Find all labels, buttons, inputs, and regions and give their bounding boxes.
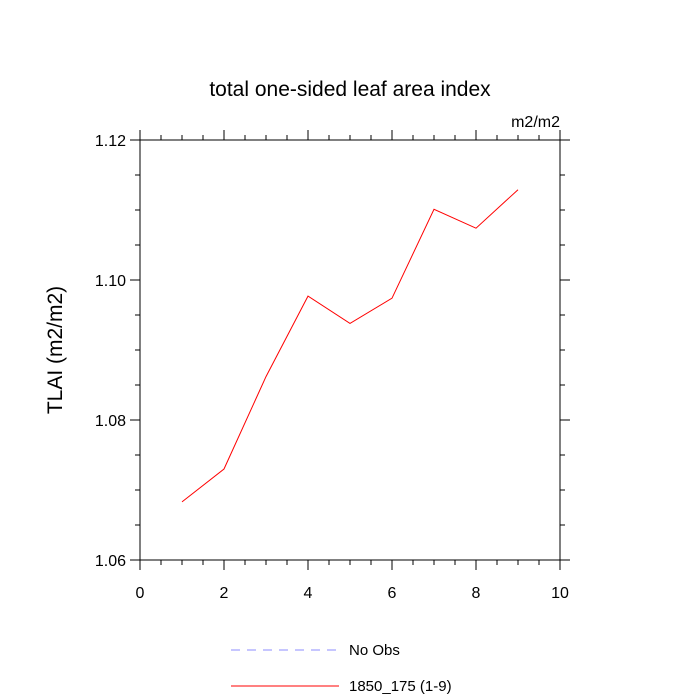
plot-frame <box>139 139 561 561</box>
legend-label: No Obs <box>349 642 400 659</box>
y-tick-label: 1.06 <box>95 553 126 570</box>
axis-ticks <box>130 130 570 570</box>
y-axis-label: TLAI (m2/m2) <box>44 286 67 414</box>
units-label: m2/m2 <box>511 114 560 131</box>
series-layer <box>181 189 519 503</box>
x-tick-label: 10 <box>551 585 569 602</box>
x-tick-label: 6 <box>388 585 397 602</box>
x-tick-label: 2 <box>220 585 229 602</box>
x-tick-label: 8 <box>472 585 481 602</box>
tick-labels: 0 2 4 6 8 10 1.06 1.08 1.10 1.12 <box>95 133 569 602</box>
series-line-1850-175 <box>181 189 519 503</box>
y-tick-label: 1.08 <box>95 413 126 430</box>
legend-label: 1850_175 (1-9) <box>349 678 452 695</box>
x-tick-label: 0 <box>136 585 145 602</box>
chart-title: total one-sided leaf area index <box>209 78 491 101</box>
legend: No Obs 1850_175 (1-9) <box>231 642 452 695</box>
y-tick-label: 1.12 <box>95 133 126 150</box>
y-tick-label: 1.10 <box>95 273 126 290</box>
x-tick-label: 4 <box>304 585 313 602</box>
